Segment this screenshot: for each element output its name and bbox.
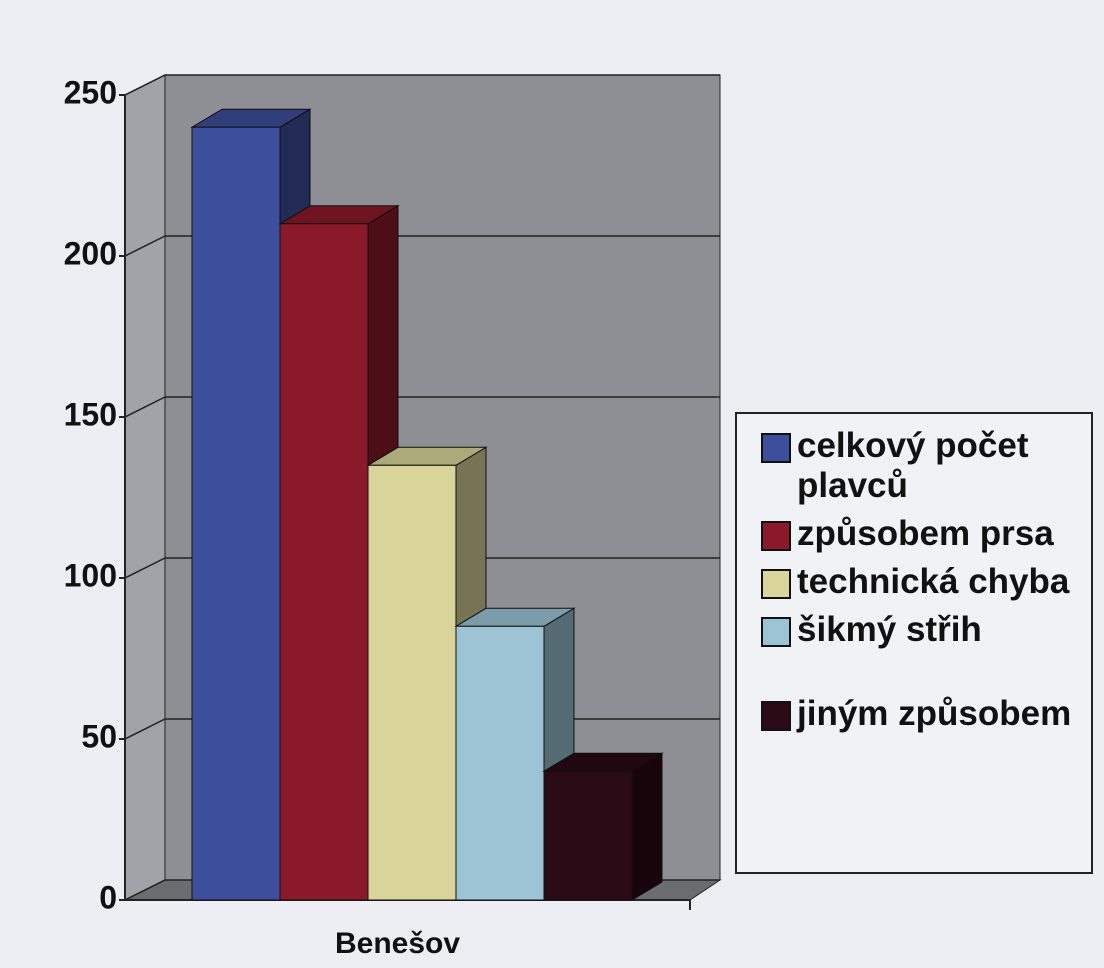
side-wall bbox=[124, 74, 166, 901]
grid-line bbox=[124, 557, 720, 579]
bar-shade bbox=[456, 608, 574, 627]
legend-swatch bbox=[761, 433, 791, 463]
legend: celkový počet plavců způsobem prsa technic… bbox=[735, 412, 1093, 874]
legend-label: způsobem prsa bbox=[797, 514, 1054, 553]
legend-swatch bbox=[761, 569, 791, 599]
x-tick-label: Benešov bbox=[335, 927, 460, 960]
bar-shade bbox=[544, 753, 662, 772]
bar bbox=[191, 126, 281, 901]
legend-label: technická chyba bbox=[797, 562, 1070, 601]
legend-item: technická chyba bbox=[747, 562, 1081, 602]
legend-label: celkový počet plavců bbox=[797, 426, 1029, 505]
y-tick-label: 0 bbox=[99, 879, 117, 915]
bar-shade bbox=[280, 205, 398, 224]
legend-item: jiným způsobem bbox=[747, 694, 1081, 734]
grid-line bbox=[124, 396, 720, 418]
legend-item: způsobem prsa bbox=[747, 514, 1081, 554]
bar bbox=[543, 770, 633, 901]
bar-shade bbox=[192, 109, 310, 128]
legend-item: celkový počet plavců bbox=[747, 426, 1081, 506]
legend-swatch bbox=[761, 617, 791, 647]
bar bbox=[455, 625, 545, 901]
bar bbox=[279, 223, 369, 901]
y-tick-label: 200 bbox=[64, 235, 117, 271]
y-tick-label: 100 bbox=[64, 557, 117, 593]
y-tick-label: 250 bbox=[64, 74, 117, 110]
legend-label: jiným způsobem bbox=[797, 694, 1072, 733]
legend-item: šikmý střih bbox=[747, 610, 1081, 650]
bar bbox=[367, 464, 457, 901]
grid-line bbox=[124, 74, 720, 96]
legend-label: šikmý střih bbox=[797, 610, 982, 649]
bar-shade bbox=[632, 753, 662, 900]
y-tick-label: 50 bbox=[81, 718, 117, 754]
legend-swatch bbox=[761, 701, 791, 731]
legend-swatch bbox=[761, 521, 791, 551]
grid-line bbox=[124, 235, 720, 257]
y-tick-label: 150 bbox=[64, 396, 117, 432]
bar-shade bbox=[368, 447, 486, 466]
